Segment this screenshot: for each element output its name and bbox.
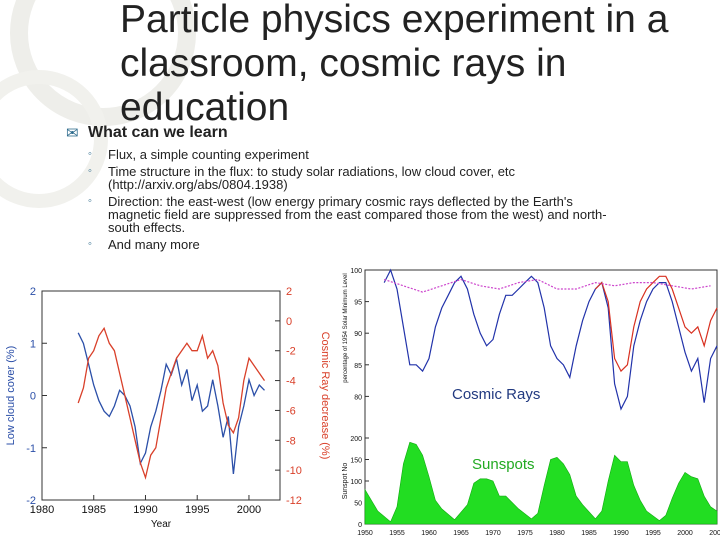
bullet-text: Direction: the east-west (low energy pri…	[108, 194, 573, 209]
series-line-1	[77, 326, 266, 480]
x-tick-label: 1965	[453, 530, 469, 537]
y-right-tick-label: -6	[286, 405, 296, 417]
title-line: classroom, cosmic rays in	[120, 42, 567, 85]
sunspot-tick-label: 100	[350, 479, 362, 486]
sunspot-axis-label: Sunspot No	[342, 463, 349, 500]
list-item: ◦ Time structure in the flux: to study s…	[88, 165, 678, 191]
bullet-text: And many more	[108, 237, 200, 252]
x-tick-label: 1955	[389, 530, 405, 537]
x-tick-label: 1960	[421, 530, 437, 537]
y-tick-label: 100	[350, 268, 362, 275]
x-tick-label: 1970	[485, 530, 501, 537]
x-tick-label: 2005	[709, 530, 720, 537]
x-tick-label: 1995	[185, 504, 209, 516]
y-tick-label: 2	[30, 286, 36, 298]
series-line-2	[384, 278, 711, 293]
x-axis-label: Year	[151, 519, 172, 530]
y-right-tick-label: -2	[286, 346, 296, 358]
y-right-tick-label: -10	[286, 465, 302, 477]
bullet-list: ◦ Flux, a simple counting experiment ◦ T…	[88, 148, 678, 255]
bullet-icon: ◦	[88, 195, 92, 207]
x-tick-label: 1990	[613, 530, 629, 537]
list-item: ◦ And many more	[88, 238, 678, 251]
y-right-axis-label: Cosmic Ray decrease (%)	[319, 332, 331, 460]
sunspot-tick-label: 0	[358, 522, 362, 529]
y-tick-label: 80	[354, 394, 362, 401]
bullet-text: (http://arxiv.org/abs/0804.1938)	[108, 177, 288, 192]
y-tick-label: 85	[354, 363, 362, 370]
x-tick-label: 1980	[549, 530, 565, 537]
sunspot-tick-label: 50	[354, 501, 362, 508]
x-tick-label: 1950	[357, 530, 373, 537]
title-line: education	[120, 86, 290, 129]
y-axis-label: percentage of 1954 Solar Minimum Level	[343, 273, 349, 382]
sunspot-area	[364, 441, 718, 525]
bullet-text: magnetic field are suppressed from the e…	[108, 207, 607, 222]
bullet-icon: ◦	[88, 238, 92, 250]
slide-title: Particle physics experiment in a classro…	[120, 0, 710, 130]
y-tick-label: 0	[30, 391, 36, 403]
y-right-tick-label: -8	[286, 435, 296, 447]
bullet-text: south effects.	[108, 220, 186, 235]
x-tick-label: 2000	[677, 530, 693, 537]
subhead-bullet-icon: ✉	[66, 125, 79, 142]
sunspot-tick-label: 150	[350, 458, 362, 465]
y-right-tick-label: 2	[286, 286, 292, 298]
y-tick-label: 95	[354, 300, 362, 307]
y-tick-label: -1	[26, 443, 36, 455]
sunspot-tick-label: 200	[350, 436, 362, 443]
bullet-text: Time structure in the flux: to study sol…	[108, 164, 516, 179]
bullet-icon: ◦	[88, 148, 92, 160]
y-tick-label: 1	[30, 338, 36, 350]
title-line: Particle physics experiment in a	[120, 0, 669, 41]
y-axis-label: Low cloud cover (%)	[5, 346, 17, 446]
cosmic-ray-sunspot-chart: 1950 1955 1960 1965 1970 1975 1980 1985 1990 1995…	[342, 268, 720, 537]
annotation-cosmic-rays: Cosmic Rays	[452, 386, 540, 403]
subheading: What can we learn	[88, 124, 228, 141]
series-line-0	[77, 332, 265, 474]
x-tick-label: 1975	[517, 530, 533, 537]
bullet-text: Flux, a simple counting experiment	[108, 147, 309, 162]
bullet-icon: ◦	[88, 165, 92, 177]
plot-frame	[41, 290, 281, 501]
series-line-1	[594, 275, 718, 373]
x-tick-label: 1985	[581, 530, 597, 537]
x-tick-label: 2000	[237, 504, 261, 516]
x-tick-label: 1995	[645, 530, 661, 537]
list-item: ◦ Flux, a simple counting experiment	[88, 148, 678, 161]
x-tick-label: 1990	[133, 504, 157, 516]
x-tick-label: 1980	[30, 504, 54, 516]
list-item: ◦ Direction: the east-west (low energy p…	[88, 195, 678, 234]
y-tick-label: 90	[354, 331, 362, 338]
y-right-tick-label: -12	[286, 495, 302, 507]
series-line-0	[383, 268, 718, 411]
y-tick-label: -2	[26, 495, 36, 507]
y-right-tick-label: 0	[286, 316, 292, 328]
y-right-tick-label: -4	[286, 376, 296, 388]
annotation-sunspots: Sunspots	[472, 456, 535, 473]
x-tick-label: 1985	[81, 504, 105, 516]
